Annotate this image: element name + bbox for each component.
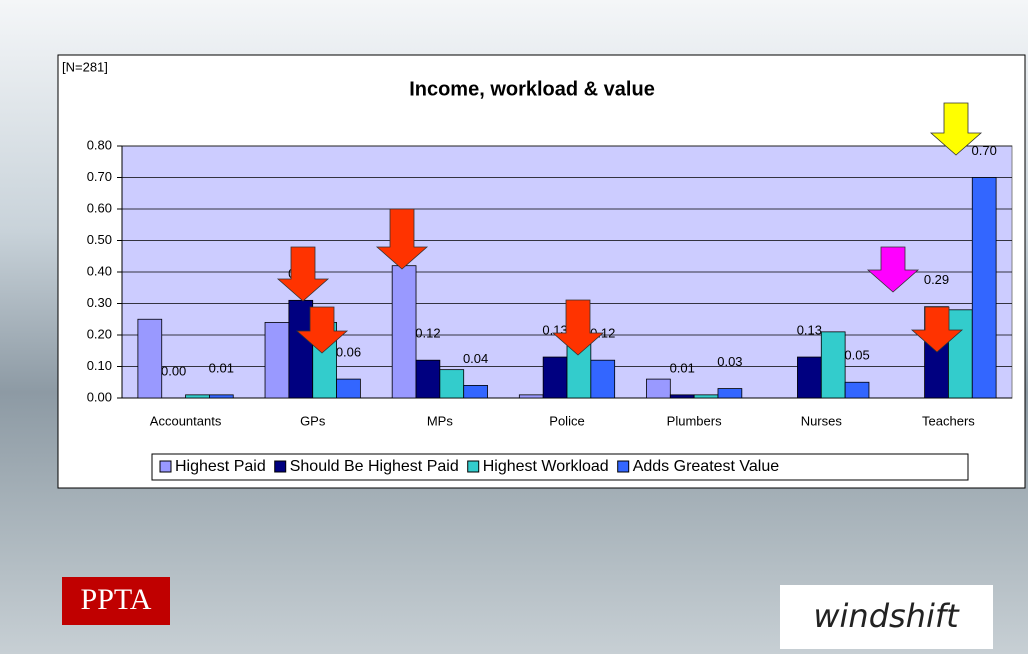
legend-label: Should Be Highest Paid [290,458,459,475]
bar [185,394,210,399]
x-tick-label: Plumbers [667,413,722,428]
x-tick-label: Nurses [801,413,843,428]
bar [646,378,671,399]
data-label: 0.29 [924,272,949,287]
y-tick-label: 0.10 [87,358,112,373]
bar [439,369,465,399]
y-tick-label: 0.30 [87,295,112,310]
logo-box [780,585,993,649]
x-tick-label: Accountants [150,413,222,428]
x-tick-label: MPs [427,413,454,428]
bar [415,359,441,399]
legend-label: Adds Greatest Value [633,458,780,475]
data-label: 0.03 [717,354,742,369]
arrow [276,246,330,302]
bar [717,388,743,399]
y-tick-label: 0.60 [87,200,112,215]
bar [844,381,870,399]
y-tick-label: 0.50 [87,232,112,247]
bar [209,394,234,399]
arrow [375,208,429,270]
arrow [551,299,605,356]
bar [669,394,695,399]
bar [820,331,846,399]
data-label: 0.01 [670,360,695,375]
y-tick-label: 0.40 [87,263,112,278]
bar [948,309,973,399]
legend-swatch [274,460,287,473]
data-label: 0.13 [797,322,822,337]
legend-label: Highest Paid [175,458,266,475]
logo: windshift [813,597,960,635]
data-label: 0.01 [209,360,234,375]
bar [336,378,361,399]
arrow [910,306,964,353]
bar [542,356,568,399]
arrow [929,102,983,156]
x-tick-label: GPs [300,413,326,428]
bar [797,356,822,399]
bar [288,299,314,399]
bar [137,318,163,399]
legend-swatch [467,460,480,473]
data-label: 0.12 [415,326,440,341]
data-label: 0.06 [336,345,361,360]
data-label: 0.05 [844,348,869,363]
arrow [866,246,920,293]
bar [518,394,544,399]
data-label: 0.04 [463,351,488,366]
y-tick-label: 0.00 [87,389,112,404]
data-label: 0.70 [972,143,997,158]
y-tick-label: 0.20 [87,326,112,341]
legend-box [151,453,969,481]
data-label: 0.00 [161,363,186,378]
note: [N=281] [62,59,108,74]
y-tick-label: 0.80 [87,137,112,152]
bar [391,265,417,399]
bar [971,177,997,399]
logo: PPTA [81,583,152,616]
legend-swatch [617,460,630,473]
bar [590,359,616,399]
arrow [295,306,349,354]
x-tick-label: Teachers [922,413,975,428]
bar [264,321,290,399]
bar [693,394,719,399]
bar [463,384,488,399]
y-tick-label: 0.70 [87,169,112,184]
x-tick-label: Police [549,413,584,428]
legend-label: Highest Workload [483,458,609,475]
chart-title: Income, workload & value [409,78,655,100]
legend-swatch [159,460,172,473]
logo-box [62,577,170,625]
